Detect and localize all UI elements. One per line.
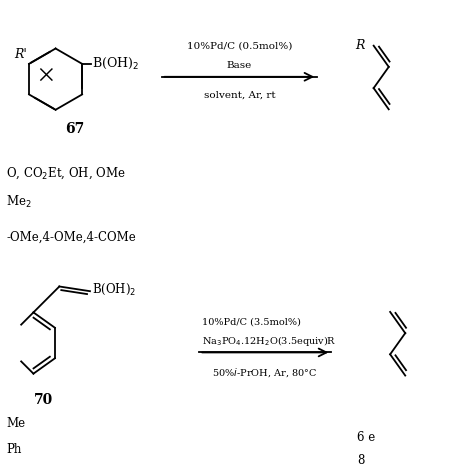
Text: -OMe,4-OMe,4-COMe: -OMe,4-OMe,4-COMe (6, 230, 136, 244)
Text: 10%Pd/C (3.5mol%): 10%Pd/C (3.5mol%) (201, 318, 301, 327)
Text: Base: Base (227, 61, 252, 70)
Text: R': R' (14, 48, 27, 62)
Text: B(OH)$_2$: B(OH)$_2$ (92, 56, 139, 72)
Text: 70: 70 (34, 392, 54, 407)
Text: 67: 67 (65, 122, 84, 136)
Text: Ph: Ph (6, 444, 21, 456)
Text: 50%$i$-PrOH, Ar, 80°C: 50%$i$-PrOH, Ar, 80°C (212, 366, 318, 379)
Text: Me$_2$: Me$_2$ (6, 193, 32, 210)
Text: 10%Pd/C (0.5mol%): 10%Pd/C (0.5mol%) (187, 42, 292, 51)
Text: 8: 8 (357, 455, 365, 467)
Text: Me: Me (6, 417, 25, 429)
Text: O, CO$_2$Et, OH, OMe: O, CO$_2$Et, OH, OMe (6, 165, 126, 181)
Text: R: R (355, 39, 364, 52)
Text: solvent, Ar, rt: solvent, Ar, rt (203, 91, 275, 100)
Text: B(OH)$_2$: B(OH)$_2$ (92, 282, 137, 297)
Text: 6 e: 6 e (357, 431, 375, 444)
Text: Na$_3$PO$_4$.12H$_2$O(3.5equiv)R: Na$_3$PO$_4$.12H$_2$O(3.5equiv)R (201, 334, 336, 348)
